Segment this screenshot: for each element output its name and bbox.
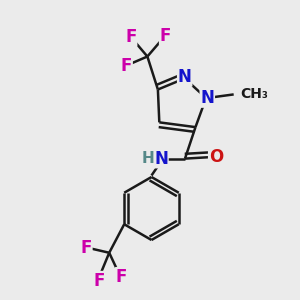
Text: N: N — [200, 89, 214, 107]
Text: O: O — [209, 148, 223, 166]
Text: F: F — [116, 268, 127, 286]
Text: N: N — [154, 150, 168, 168]
Text: F: F — [160, 26, 171, 44]
Text: F: F — [93, 272, 104, 290]
Text: F: F — [121, 56, 132, 74]
Text: F: F — [125, 28, 136, 46]
Text: N: N — [178, 68, 192, 86]
Text: CH₃: CH₃ — [241, 87, 268, 101]
Text: H: H — [141, 151, 154, 166]
Text: F: F — [80, 239, 92, 257]
